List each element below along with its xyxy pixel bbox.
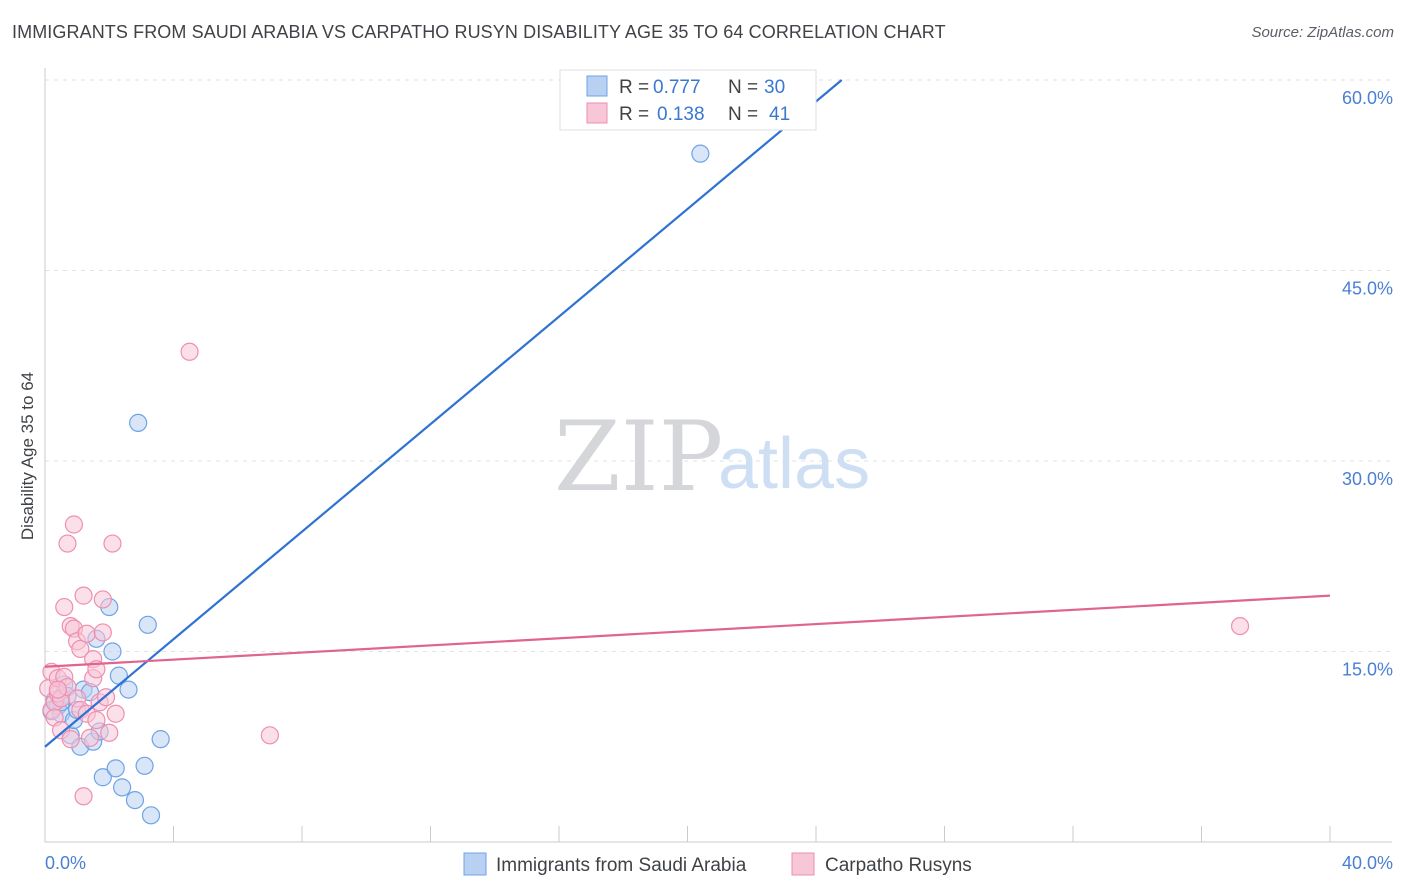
trend-line-rusyn [44, 594, 1331, 668]
legend-n-value-rusyn: 41 [769, 104, 790, 125]
point-rusyn-32 [93, 623, 112, 642]
series-legend: Immigrants from Saudi Arabia Carpatho Ru… [463, 852, 972, 876]
point-saudi-18 [106, 759, 125, 778]
trend-lines [44, 79, 1331, 748]
series-legend-swatch-rusyn [791, 852, 815, 876]
point-rusyn-12 [58, 534, 77, 553]
y-tick-labels: 15.0% 30.0% 45.0% 60.0% [1342, 88, 1393, 680]
series-points [39, 144, 1250, 825]
gridlines [45, 79, 1392, 652]
point-rusyn-15 [64, 515, 84, 534]
chart-source: Source: ZipAtlas.com [1251, 24, 1394, 41]
point-rusyn-14 [61, 730, 80, 749]
x-tick-label-0: 0.0% [45, 853, 86, 873]
y-tick-label-1: 30.0% [1342, 469, 1393, 489]
legend-swatch-rusyn [586, 102, 608, 124]
point-rusyn-19 [71, 639, 90, 659]
series-legend-swatch-saudi [463, 852, 487, 876]
trend-line-saudi [44, 79, 843, 748]
point-rusyn-35 [103, 534, 122, 553]
chart-title: IMMIGRANTS FROM SAUDI ARABIA VS CARPATHO… [12, 22, 946, 42]
point-saudi-21 [119, 680, 138, 699]
legend-r-label-rusyn: R = [619, 104, 649, 125]
point-saudi-26 [141, 806, 161, 825]
point-saudi-15 [93, 768, 112, 787]
point-saudi-24 [135, 756, 154, 775]
point-rusyn-23 [77, 624, 96, 643]
y-tick-label-2: 45.0% [1342, 279, 1393, 299]
legend-r-label-saudi: R = [619, 77, 649, 98]
point-saudi-17 [103, 642, 122, 661]
legend-n-value-saudi: 30 [764, 77, 785, 98]
series-legend-label-saudi: Immigrants from Saudi Arabia [496, 855, 747, 876]
point-rusyn-40 [48, 680, 67, 699]
x-tick-labels: 0.0% 40.0% [45, 853, 1393, 873]
watermark-zip: ZIP [554, 401, 723, 513]
point-rusyn-22 [74, 787, 93, 806]
legend-n-label-rusyn: N = [728, 104, 758, 125]
point-rusyn-21 [74, 586, 93, 605]
point-rusyn-37 [180, 342, 199, 361]
x-tick-label-1: 40.0% [1342, 853, 1393, 873]
legend-n-label-saudi: N = [728, 77, 758, 98]
point-rusyn-31 [93, 590, 112, 609]
y-tick-label-0: 15.0% [1342, 660, 1393, 680]
point-saudi-20 [112, 778, 132, 797]
point-saudi-27 [151, 730, 170, 749]
stats-legend: R = 0.777 N = 30 R = 0.138 N = 41 [559, 69, 817, 131]
point-rusyn-38 [260, 726, 279, 745]
point-saudi-28 [691, 144, 710, 163]
point-rusyn-25 [80, 728, 100, 747]
legend-r-value-rusyn: 0.138 [657, 104, 705, 125]
x-tick-marks [173, 826, 1331, 842]
point-saudi-25 [138, 615, 157, 634]
point-saudi-22 [125, 790, 145, 810]
point-rusyn-28 [87, 710, 106, 730]
point-rusyn-10 [55, 597, 74, 617]
y-axis-label: Disability Age 35 to 64 [18, 372, 37, 540]
legend-r-value-saudi: 0.777 [653, 77, 701, 98]
point-rusyn-36 [106, 704, 125, 723]
legend-swatch-saudi [586, 75, 608, 97]
point-rusyn-39 [1230, 616, 1250, 636]
point-rusyn-34 [100, 723, 119, 742]
point-saudi-23 [129, 413, 148, 432]
series-legend-label-rusyn: Carpatho Rusyns [825, 855, 972, 876]
watermark: ZIP atlas [554, 401, 870, 513]
y-tick-label-3: 60.0% [1342, 88, 1393, 108]
watermark-atlas: atlas [718, 424, 870, 504]
